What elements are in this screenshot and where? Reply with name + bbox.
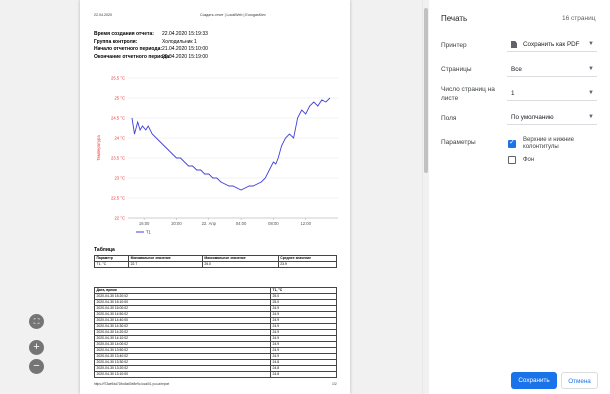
pages-select[interactable]: Все ▼ (507, 62, 597, 77)
headers-checkbox[interactable]: ✓ (508, 139, 516, 148)
print-preview-area: 22.04.2020 Создать отчет | LocalWeb | Eu… (0, 0, 422, 394)
y-tick-label: 23 °C (114, 176, 125, 181)
cancel-button[interactable]: Отмена (561, 372, 598, 389)
chevron-down-icon: ▼ (588, 66, 594, 72)
y-tick-label: 23.5 °C (111, 156, 125, 161)
fit-icon: ⛶ (33, 317, 40, 326)
page-header-date: 22.04.2020 (94, 13, 112, 17)
summary-cell: 22.7 (128, 261, 203, 268)
chevron-down-icon: ▼ (588, 114, 594, 120)
print-title: Печать (441, 14, 468, 23)
margins-label: Поля (441, 115, 457, 122)
pages-value: Все (511, 66, 522, 73)
fit-to-page-button[interactable]: ⛶ (29, 314, 44, 329)
zoom-out-button[interactable]: − (29, 359, 44, 374)
plus-icon: + (33, 341, 40, 353)
summary-title: Таблица (94, 247, 115, 253)
margins-value: По умолчанию (511, 114, 554, 121)
x-tick-label: 04:00 (236, 221, 247, 226)
page-header-title: Создать отчет | LocalWeb | EurogasKiev (200, 13, 266, 17)
y-axis-label: Температура (96, 135, 101, 161)
y-tick-label: 24.5 °C (111, 116, 125, 121)
headers-option-label: Верхние и нижние колонтитулы (523, 137, 574, 150)
legend-label: T1 (146, 230, 152, 235)
check-icon: ✓ (509, 139, 515, 146)
info-value: 22.04.2020 15:19:33 (162, 31, 208, 37)
pages-label: Страницы (441, 66, 472, 73)
scrollbar-thumb[interactable] (424, 8, 428, 173)
x-tick-label: 22. Апр (202, 221, 217, 226)
info-label: Начало отчетного периода: (94, 46, 163, 52)
y-tick-label: 22.5 °C (111, 196, 125, 201)
options-label: Параметры (441, 139, 476, 146)
temperature-chart: 25.5 °C 25 °C 24.5 °C 24 °C 23.5 °C 23 °C 22.5… (96, 76, 338, 235)
printer-select[interactable]: Сохранить как PDF ▼ (507, 37, 597, 52)
save-button[interactable]: Сохранить (511, 372, 557, 389)
page-footer-url: https://f73ae9da71fbc5a60e8e9c.local01.y… (94, 382, 170, 386)
y-tick-label: 25 °C (114, 96, 125, 101)
minus-icon: − (33, 360, 40, 372)
info-label: Время создания отчета: (94, 31, 154, 37)
preview-scrollbar[interactable] (422, 0, 429, 394)
table-row: 2020-04-30 13:10:00 24.8 (94, 371, 337, 378)
pdf-file-icon (511, 41, 517, 48)
info-value: 21.04.2020 15:10:00 (162, 46, 208, 52)
series-line-t1 (131, 97, 331, 191)
summary-cell: 23.9 (277, 261, 338, 268)
chevron-down-icon: ▼ (588, 90, 594, 96)
per-sheet-select[interactable]: 1 ▼ (507, 86, 597, 101)
data-table: Дата, время T1, °C 2020-04-30 15:20:02 25.… (94, 287, 337, 378)
print-settings-panel: Печать 16 страниц Принтер Сохранить как … (429, 0, 610, 394)
page-footer-number: 1/2 (332, 382, 337, 386)
info-value: 22.04.2020 15:19:00 (162, 53, 208, 60)
preview-page: 22.04.2020 Создать отчет | LocalWeb | Eu… (80, 0, 350, 394)
y-tick-label: 24 °C (114, 136, 125, 141)
data-cell: 2020-04-30 13:10:00 (94, 371, 271, 378)
info-label: Группа контроля: (94, 38, 138, 45)
printer-value: Сохранить как PDF (523, 41, 580, 48)
x-tick-label: 16:00 (139, 221, 150, 226)
x-tick-label: 08:00 (268, 221, 279, 226)
page-count: 16 страниц (562, 15, 596, 22)
background-option-label: Фон (523, 157, 535, 163)
summary-cell: 25.0 (201, 261, 279, 268)
y-tick-label: 25.5 °C (111, 76, 125, 81)
zoom-in-button[interactable]: + (29, 340, 44, 355)
per-sheet-value: 1 (511, 90, 515, 97)
info-value: Холодильник 1 (162, 38, 197, 45)
y-tick-label: 22 °C (114, 216, 125, 221)
info-label: Окончание отчетного периода: (94, 53, 171, 60)
chevron-down-icon: ▼ (588, 41, 594, 47)
summary-table: Параметр Минимальное значение Максимальное… (93, 255, 338, 268)
x-tick-label: 12:00 (300, 221, 311, 226)
background-checkbox[interactable] (508, 156, 516, 164)
summary-cell: T1, °C (93, 261, 130, 268)
printer-label: Принтер (441, 42, 467, 49)
per-sheet-label: Число страниц на листе (441, 86, 495, 102)
x-tick-label: 20:00 (171, 221, 182, 226)
margins-select[interactable]: По умолчанию ▼ (507, 110, 597, 125)
data-cell: 24.8 (270, 371, 337, 378)
